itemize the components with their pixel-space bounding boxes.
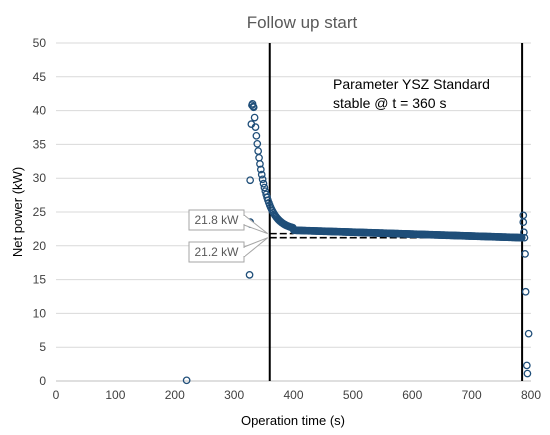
data-point [520,228,528,237]
data-point [247,120,256,128]
data-point [520,233,529,242]
data-points [182,99,533,385]
data-point [250,113,259,122]
y-tick-label: 10 [33,306,47,320]
data-point [519,218,528,226]
x-tick-label: 700 [462,388,482,402]
x-tick-label: 0 [53,388,60,402]
y-tick-label: 40 [33,104,47,118]
chart-title: Follow up start [247,13,358,32]
data-point [259,179,268,188]
data-point [260,183,269,192]
data-point [524,329,533,338]
y-tick-label: 20 [33,239,47,253]
data-point [245,271,254,279]
x-tick-label: 800 [521,388,541,402]
data-point [246,176,255,185]
y-tick-label: 25 [33,205,47,219]
y-tick-label: 35 [33,137,47,151]
callouts: 21.8 kW 21.2 kW [188,209,269,263]
data-point [249,102,257,111]
grid-lines [56,42,531,348]
data-point [257,170,266,179]
x-axis-label: Operation time (s) [241,413,345,428]
y-tick-label: 45 [33,70,47,84]
annotation-line1: Parameter YSZ Standard [333,76,490,92]
data-point [256,160,264,168]
y-tick-label: 0 [39,374,46,388]
data-point [522,361,531,370]
x-tick-label: 600 [402,388,422,402]
x-tick-label: 200 [165,388,185,402]
callout-label: 21.8 kW [194,213,239,227]
callout-label: 21.2 kW [194,245,239,259]
x-tick-label: 300 [224,388,244,402]
data-point [521,287,530,296]
data-point [523,369,532,378]
x-tick-label: 100 [105,388,125,402]
data-point [252,131,261,140]
data-point [253,139,262,148]
y-axis-label: Net power (kW) [10,167,25,257]
data-point [521,250,529,258]
y-tick-label: 5 [39,340,46,354]
y-tick-label: 30 [33,171,47,185]
data-point [256,165,265,174]
data-point [182,376,191,385]
y-tick-label: 50 [33,36,47,50]
x-tick-label: 500 [343,388,363,402]
annotation-line2: stable @ t = 360 s [333,95,446,111]
data-point [258,175,267,184]
y-tick-label: 15 [33,273,47,287]
x-tick-label: 400 [283,388,303,402]
